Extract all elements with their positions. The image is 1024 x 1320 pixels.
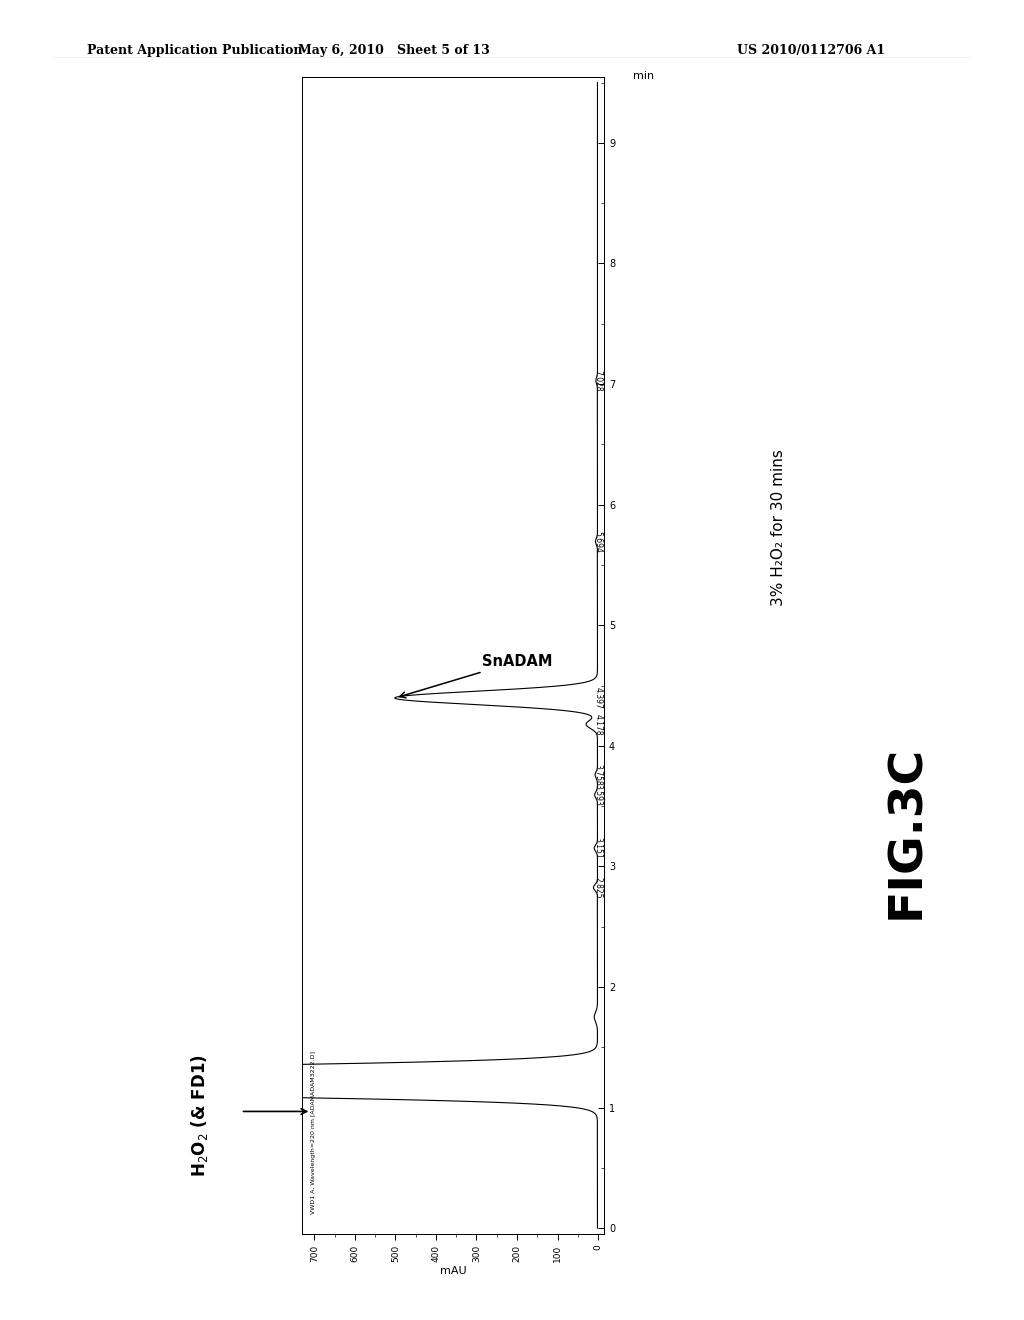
Text: H$_2$O$_2$ (& FD1): H$_2$O$_2$ (& FD1) (189, 1055, 210, 1176)
Text: SnADAM: SnADAM (399, 653, 552, 698)
Text: 4.178: 4.178 (593, 714, 602, 735)
Text: VWD1 A, Wavelength=220 nm [ADAMADAM3222.D]: VWD1 A, Wavelength=220 nm [ADAMADAM3222.… (311, 1051, 316, 1213)
Text: 4.397: 4.397 (593, 686, 602, 709)
Text: FIG.3C: FIG.3C (884, 744, 929, 919)
Text: 3% H₂O₂ for 30 mins: 3% H₂O₂ for 30 mins (771, 450, 785, 606)
Text: 3.758: 3.758 (593, 764, 602, 785)
Text: 5.694: 5.694 (593, 531, 602, 553)
Y-axis label: min: min (633, 71, 654, 81)
Text: 7.028: 7.028 (593, 370, 602, 392)
Text: 3.151: 3.151 (593, 837, 602, 859)
X-axis label: mAU: mAU (439, 1266, 467, 1276)
Text: May 6, 2010   Sheet 5 of 13: May 6, 2010 Sheet 5 of 13 (298, 44, 490, 57)
Text: 3.593: 3.593 (593, 784, 602, 805)
Text: US 2010/0112706 A1: US 2010/0112706 A1 (737, 44, 886, 57)
Text: 2.825: 2.825 (593, 876, 602, 899)
Text: Patent Application Publication: Patent Application Publication (87, 44, 302, 57)
